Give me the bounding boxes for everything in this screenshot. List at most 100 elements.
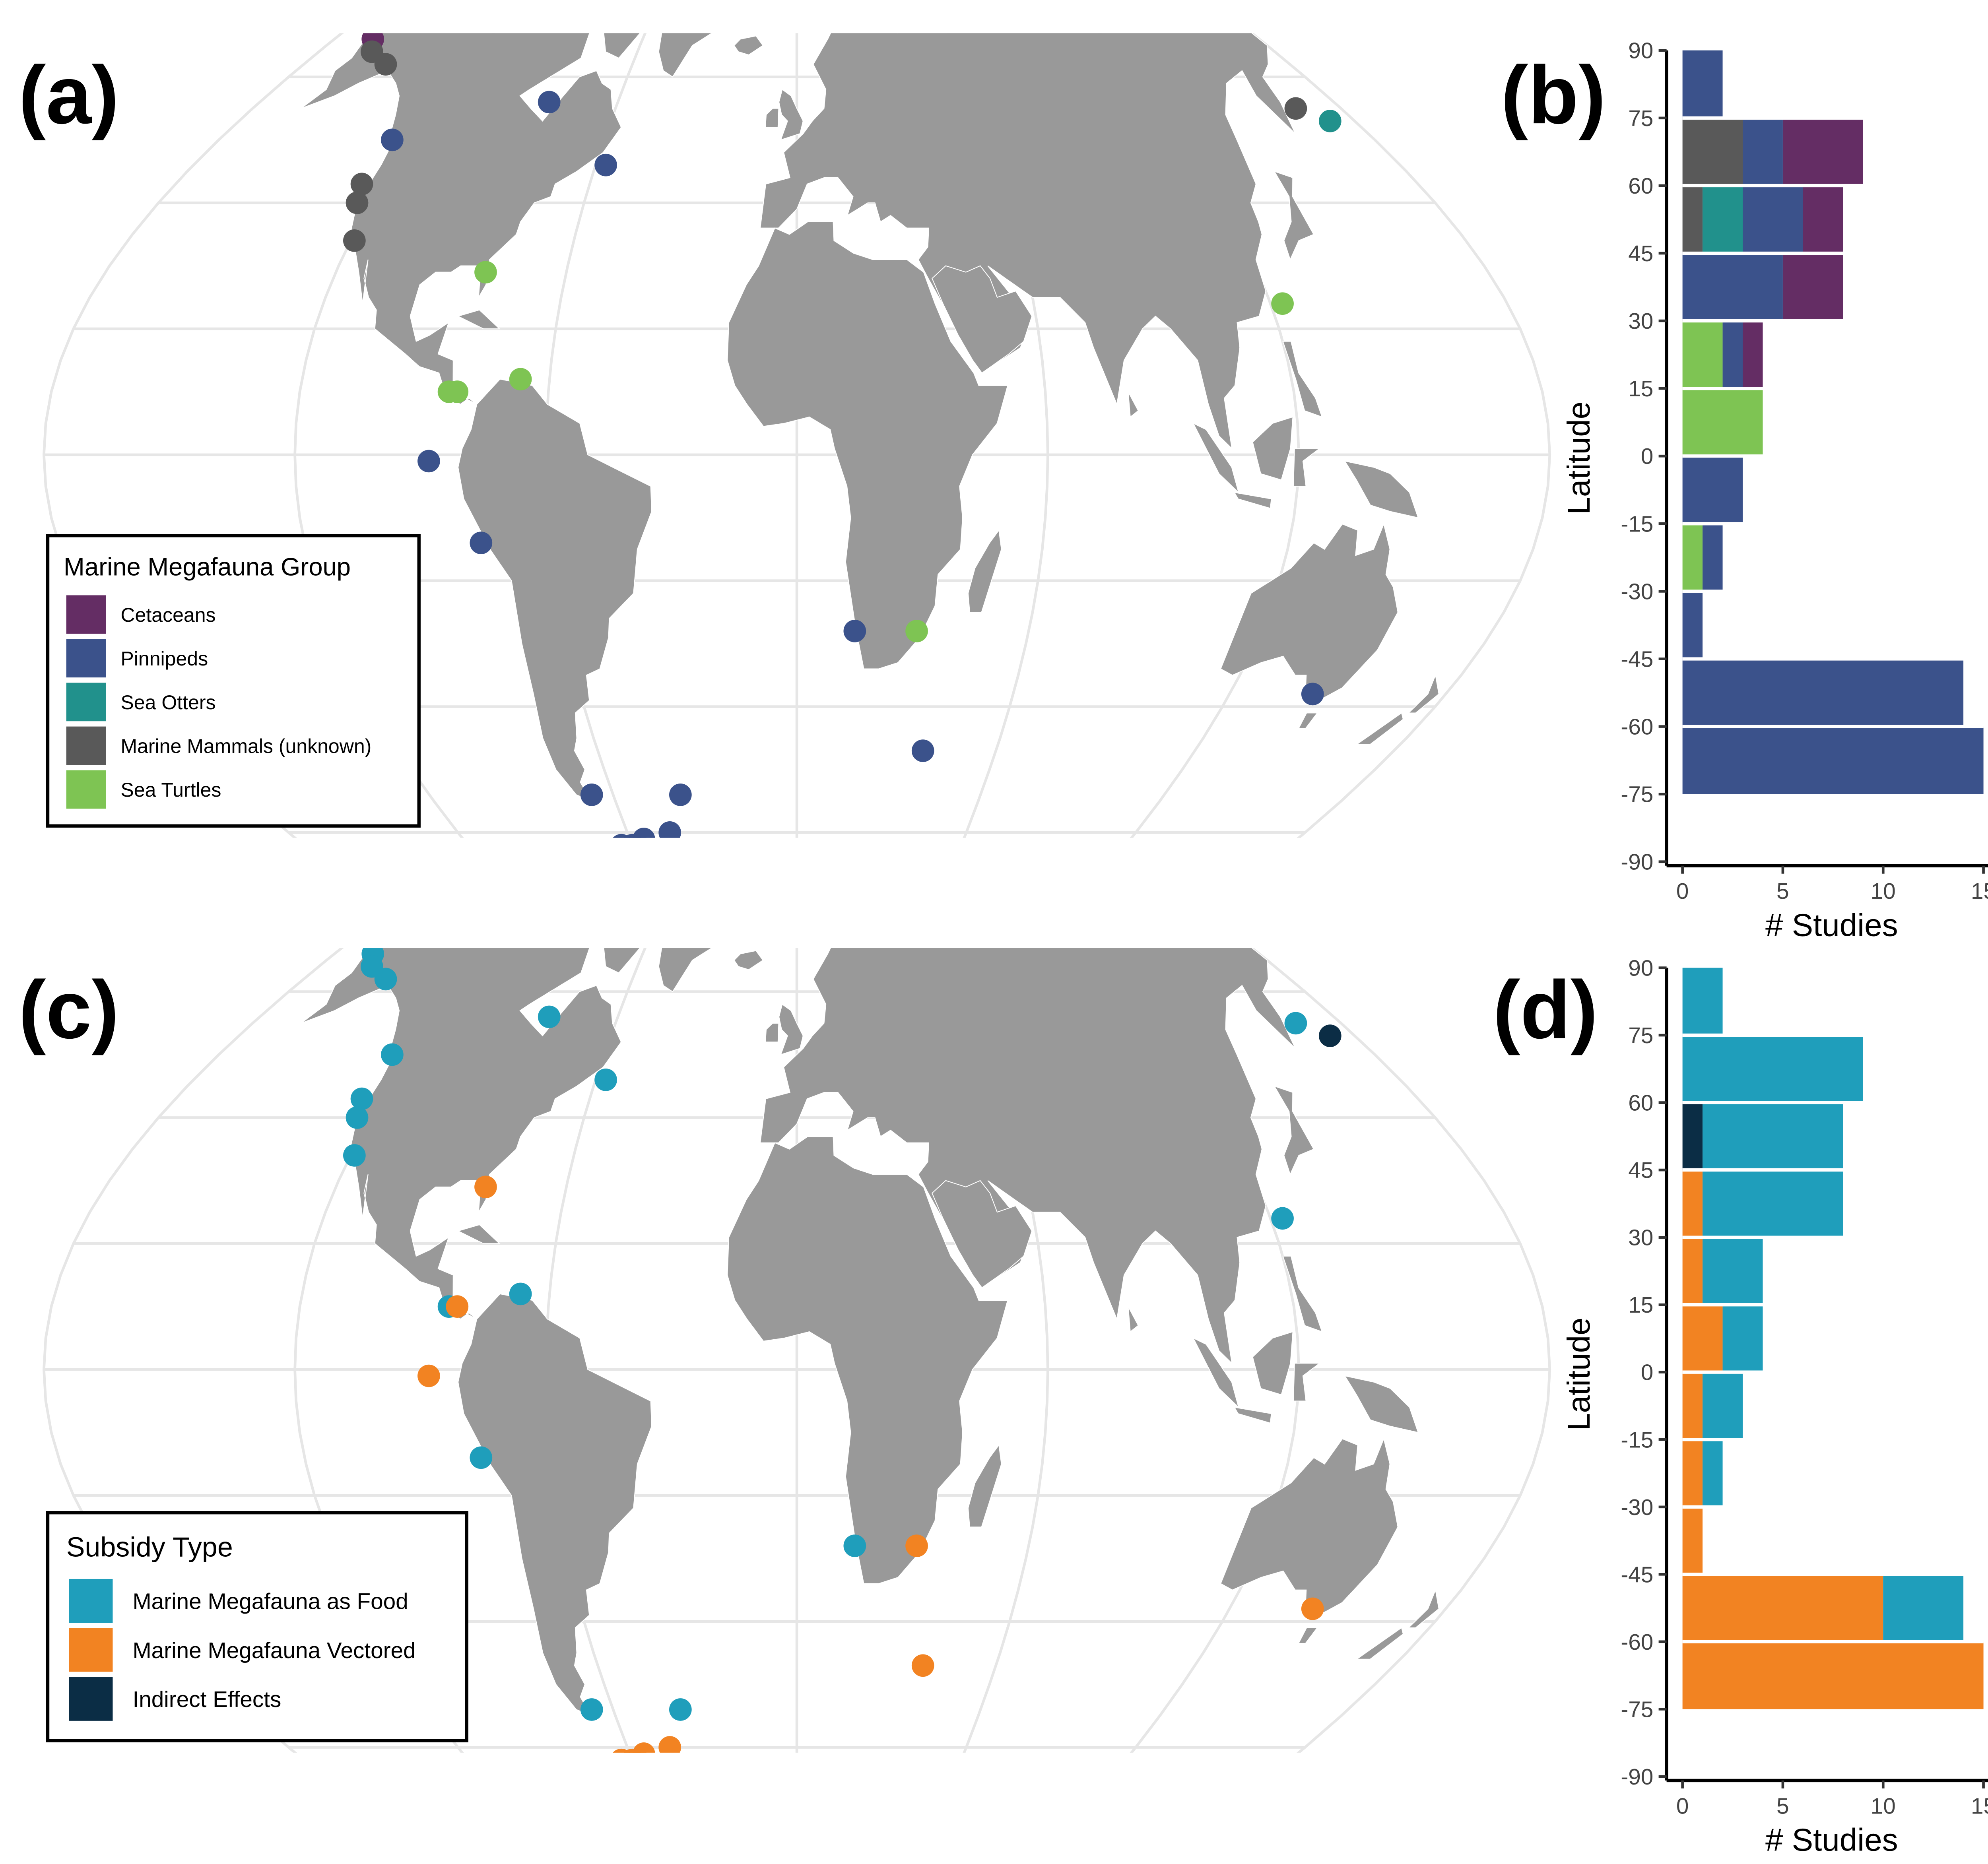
bar-segment	[1883, 1574, 1964, 1642]
graticule-meridian	[1250, 948, 1551, 1753]
land-madagascar	[967, 529, 1002, 613]
land-cuba	[457, 1224, 501, 1244]
land-sumatra	[1192, 1337, 1240, 1409]
bar-segment	[1703, 1102, 1843, 1170]
y-tick-label: 0	[1641, 444, 1654, 469]
land-eurasia	[759, 33, 1296, 450]
map-point	[1271, 292, 1294, 315]
bar-segment	[1682, 1439, 1703, 1507]
land-svalbard	[819, 866, 849, 885]
map-point	[474, 917, 497, 940]
land-java	[1233, 1406, 1272, 1424]
land-baffin	[603, 33, 641, 59]
map-point	[669, 1698, 692, 1721]
legend-item-label: Cetaceans	[120, 604, 215, 626]
map-point	[754, 842, 777, 865]
bar-segment	[1782, 253, 1843, 321]
bar-segment	[1703, 1237, 1763, 1305]
map-point	[580, 1698, 603, 1721]
land-ireland	[765, 108, 779, 128]
land-novayaZemlya	[919, 0, 938, 8]
panel-label-a: (a)	[19, 49, 119, 141]
map-point	[843, 1534, 866, 1557]
legend-swatch	[66, 639, 106, 678]
land-greenland	[658, 33, 713, 78]
land-arabia	[932, 265, 1033, 374]
x-axis-title: # Studies	[1765, 908, 1898, 943]
map-point	[911, 739, 934, 762]
land-sriLanka	[1128, 392, 1139, 418]
panel-a-map: (a) Marine Megafauna Group Cetaceans Pinn…	[19, 0, 1551, 863]
y-tick-label: -15	[1621, 512, 1653, 537]
land-northAmerica	[301, 33, 622, 405]
bar-segment	[1782, 118, 1863, 186]
bar-segment	[1682, 1035, 1863, 1103]
legend-swatch	[66, 683, 106, 722]
legend-swatch	[69, 1677, 113, 1721]
land-borneo	[1252, 1331, 1293, 1395]
land-sulawesi	[1293, 1363, 1321, 1402]
map-point	[509, 1282, 532, 1305]
map-point	[474, 1175, 497, 1199]
map-point	[642, 3, 665, 25]
map-point	[474, 261, 497, 284]
map-point	[374, 53, 397, 76]
land-northAmerica	[301, 948, 622, 1320]
land-australia	[1220, 1437, 1398, 1616]
map-point	[594, 1069, 617, 1091]
y-tick-label: 45	[1628, 241, 1653, 266]
bar-segment	[1682, 118, 1743, 186]
map-point	[374, 968, 397, 991]
bar-segment	[1682, 1372, 1703, 1440]
y-tick-label: 75	[1628, 106, 1653, 131]
map-point	[580, 783, 603, 806]
land-tasmania	[1298, 712, 1318, 729]
map-point	[470, 531, 493, 555]
y-tick-label: 15	[1628, 376, 1653, 402]
panel-label-d: (d)	[1493, 964, 1598, 1055]
map-point	[626, 840, 649, 863]
land-japan	[1274, 1085, 1314, 1175]
legend-item-label: Marine Megafauna as Food	[132, 1589, 408, 1614]
land-newGuinea	[1344, 460, 1419, 518]
land-britain	[779, 89, 804, 141]
bar-segment	[1743, 118, 1783, 186]
bar-segment	[1682, 388, 1763, 456]
y-tick-label: 90	[1628, 956, 1653, 981]
legend-swatch	[66, 726, 106, 765]
land-borneo	[1252, 416, 1293, 481]
map-points	[343, 842, 1342, 1753]
land-novayaZemlya	[919, 884, 938, 922]
land-sulawesi	[1293, 448, 1321, 487]
land-sumatra	[1192, 422, 1240, 494]
map-point	[1318, 1024, 1342, 1047]
land-southAmerica	[458, 378, 652, 802]
bar-segment	[1682, 1507, 1703, 1575]
map-point	[417, 1364, 440, 1387]
land-australia	[1220, 523, 1398, 701]
land-africa	[727, 221, 1008, 669]
land-ireland	[765, 1022, 779, 1043]
x-tick-label: 5	[1776, 1794, 1789, 1819]
map-point	[421, 917, 444, 940]
legend-swatch	[69, 1628, 113, 1672]
x-tick-label: 0	[1676, 1794, 1689, 1819]
bar-segment	[1682, 968, 1723, 1036]
map-point	[1271, 1207, 1294, 1230]
bar-segment	[1722, 1305, 1763, 1372]
bar-segment	[1703, 524, 1723, 592]
land-newZealandS	[1355, 712, 1404, 745]
land-newZealandN	[1408, 673, 1439, 714]
legend-subsidy-type: Subsidy Type Marine Megafauna as Food Mar…	[46, 1511, 468, 1743]
bar-segment	[1682, 321, 1723, 389]
land-newGuinea	[1344, 1375, 1419, 1433]
land-philippines	[1282, 1255, 1323, 1333]
bar-segment	[1682, 591, 1703, 659]
legend-item-label: Pinnipeds	[120, 648, 208, 670]
bar-segment	[1682, 1305, 1723, 1372]
map-point	[474, 3, 497, 25]
x-axis-title: # Studies	[1765, 1822, 1898, 1858]
bar-segment	[1682, 1237, 1703, 1305]
land-arcticIslands	[531, 0, 677, 1]
bar-segment	[1803, 185, 1843, 253]
